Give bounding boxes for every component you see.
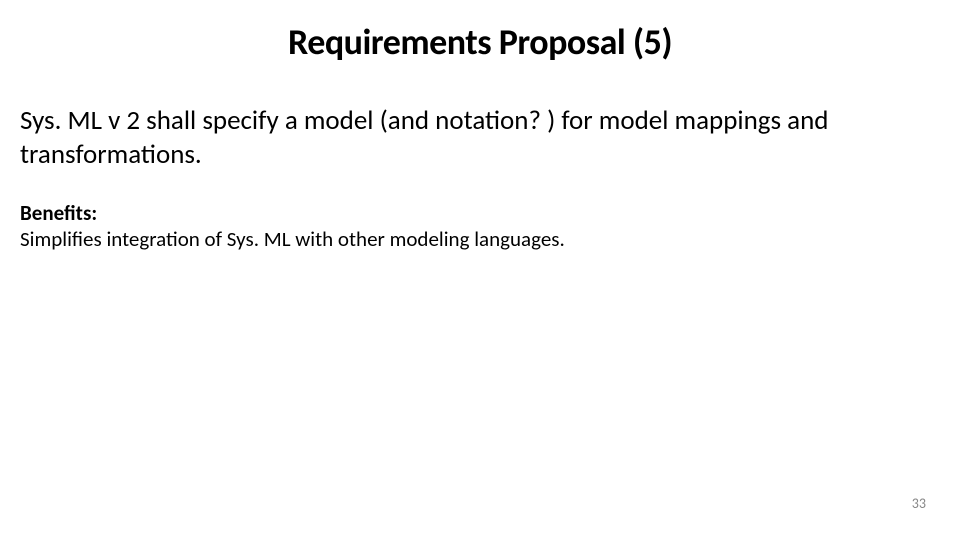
benefits-label: Benefits: bbox=[20, 200, 97, 226]
slide-title: Requirements Proposal (5) bbox=[0, 20, 960, 64]
slide-container: Requirements Proposal (5) Sys. ML v 2 sh… bbox=[0, 0, 960, 540]
requirement-text: Sys. ML v 2 shall specify a model (and n… bbox=[20, 104, 930, 172]
benefits-text: Simplifies integration of Sys. ML with o… bbox=[20, 226, 920, 252]
page-number: 33 bbox=[912, 495, 926, 512]
